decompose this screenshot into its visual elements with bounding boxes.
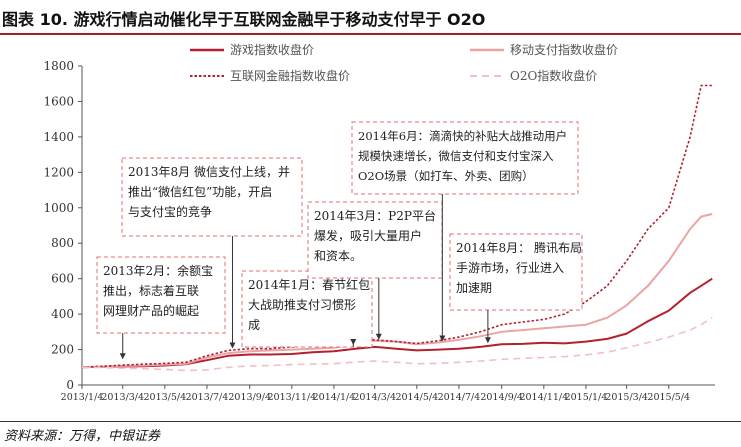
annotation-text-6: 2014年8月： 腾讯布局: [456, 240, 582, 255]
x-tick-label: 2014/9/4: [480, 392, 523, 403]
annotation-box-6: [449, 233, 583, 311]
line-chart: 0 200 400 600 800 1000 1200 1400 1600 1800 2013/1/…: [43, 42, 715, 403]
y-tick-label: 600: [51, 272, 74, 286]
legend-label-3: 互联网金融指数收盘价: [230, 68, 350, 83]
legend-label-4: O2O指数收盘价: [510, 68, 597, 83]
annotation-box-5: [351, 121, 579, 195]
y-tick-label: 1000: [43, 201, 74, 215]
figure-title: 图表 10. 游戏行情启动催化早于互联网金融早于移动支付早于 O2O: [2, 10, 486, 29]
x-tick-label: 2015/1/4: [565, 392, 608, 403]
annotation-arrowhead-2: [229, 342, 236, 349]
annotation-text-4: 2014年3月：P2P平台: [314, 208, 436, 223]
bottom-rule: [0, 421, 741, 422]
annotation-text-1: 2013年2月：余额宝: [103, 263, 213, 278]
y-tick-label: 400: [51, 307, 74, 321]
legend-label-2: 移动支付指数收盘价: [510, 42, 618, 57]
x-tick-label: 2013/7/4: [186, 392, 229, 403]
legend-label-1: 游戏指数收盘价: [230, 42, 314, 57]
annotation-text-2: 推出“微信红包”功能，开启: [128, 184, 272, 199]
annotation-box-2: [121, 157, 303, 237]
y-tick-label: 1200: [43, 165, 74, 179]
annotation-text-1: 网理财产品的崛起: [103, 303, 199, 318]
annotation-text-6: 加速期: [456, 281, 492, 295]
annotation-text-5: O2O场景（如打车、外卖、团购）: [358, 169, 534, 183]
chart-area: 0 200 400 600 800 1000 1200 1400 1600 1800 2013/1/…: [0, 36, 741, 421]
annotation-text-2: 与支付宝的竞争: [128, 204, 212, 219]
y-tick-label: 800: [51, 236, 74, 250]
annotation-text-4: 爆发，吸引大量用户: [314, 228, 422, 243]
x-tick-label: 2015/5/4: [647, 392, 690, 403]
y-tick-label: 1400: [43, 130, 74, 144]
x-tick-label: 2014/7/4: [438, 392, 481, 403]
y-tick-label: 0: [66, 378, 74, 392]
x-tick-label: 2013/1/4: [61, 392, 104, 403]
x-tick-label: 2013/9/4: [228, 392, 271, 403]
annotation-arrowhead-3: [350, 339, 357, 346]
annotation-text-3: 成: [248, 318, 260, 332]
annotation-arrowhead-1: [119, 353, 126, 360]
annotation-arrowhead-4: [375, 333, 382, 340]
source-note: 资料来源：万得，中银证券: [4, 429, 161, 444]
annotation-text-4: 和资本。: [314, 249, 362, 263]
y-tick-label: 1800: [43, 59, 74, 73]
annotation-arrowhead-6: [484, 337, 491, 344]
series-line-2: [81, 213, 713, 369]
annotation-text-6: 手游市场，行业进入: [456, 260, 564, 275]
annotation-text-1: 推出，标志着互联: [103, 283, 199, 298]
x-tick-label: 2014/5/4: [395, 392, 438, 403]
x-tick-label: 2013/3/4: [101, 392, 144, 403]
annotation-box-4: [307, 201, 443, 279]
x-tick-label: 2014/1/4: [313, 392, 356, 403]
x-tick-label: 2014/3/4: [353, 392, 396, 403]
title-rule: [0, 33, 741, 35]
annotation-text-3: 大战助推支付习惯形: [248, 297, 356, 312]
x-tick-label: 2013/11/4: [267, 392, 316, 403]
y-tick-label: 200: [51, 343, 74, 357]
annotation-text-3: 2014年1月：春节红包: [248, 277, 370, 292]
series-line-4: [81, 317, 713, 372]
annotation-text-5: 2014年6月：滴滴快的补贴大战推动用户: [358, 129, 567, 143]
y-tick-label: 1600: [43, 94, 74, 108]
figure-title-bar: 图表 10. 游戏行情启动催化早于互联网金融早于移动支付早于 O2O: [0, 0, 741, 36]
x-tick-label: 2013/5/4: [143, 392, 186, 403]
annotation-text-5: 规模快速增长，微信支付和支付宝深入: [358, 149, 554, 163]
annotation-box-3: [241, 270, 373, 348]
x-tick-label: 2015/3/4: [605, 392, 648, 403]
annotation-text-2: 2013年8月 微信支付上线，并: [128, 165, 290, 179]
annotation-box-1: [96, 256, 226, 334]
annotation-arrowhead-5: [439, 335, 446, 342]
x-tick-label: 2014/11/4: [519, 392, 568, 403]
